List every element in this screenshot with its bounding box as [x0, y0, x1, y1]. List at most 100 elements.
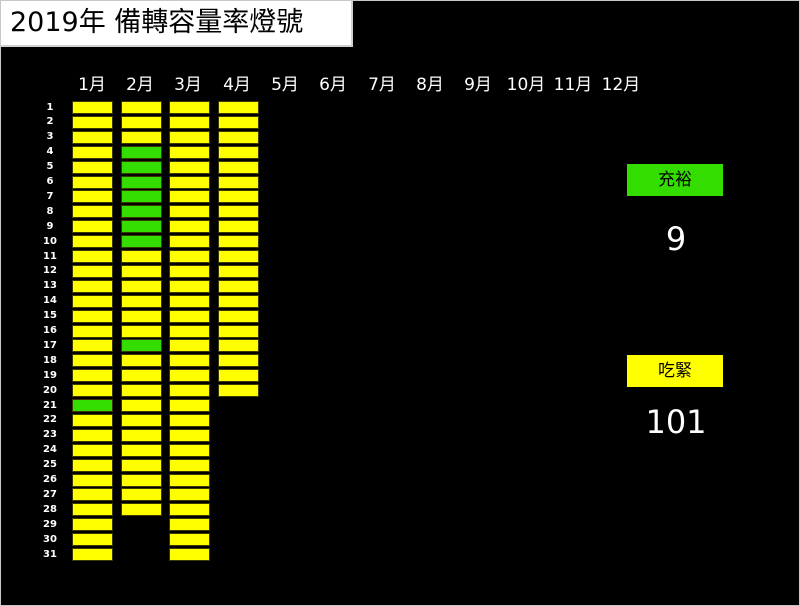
- status-cell: [169, 235, 210, 249]
- month-label: 4月: [223, 75, 251, 95]
- status-cell: [120, 175, 162, 189]
- status-cell: [217, 235, 259, 249]
- status-cell: [120, 205, 162, 219]
- status-cell: [169, 250, 210, 263]
- status-cell: [72, 428, 113, 442]
- status-cell: [169, 264, 210, 278]
- day-label: 1: [46, 101, 54, 113]
- status-cell: [72, 399, 113, 412]
- status-cell: [120, 294, 162, 308]
- status-cell: [169, 145, 210, 159]
- status-cell: [217, 264, 259, 278]
- status-cell: [120, 145, 162, 159]
- month-label: 10月: [506, 75, 546, 95]
- status-cell: [217, 160, 259, 174]
- day-label: 26: [43, 474, 57, 485]
- day-label: 20: [43, 384, 57, 396]
- status-cell: [169, 220, 210, 234]
- status-cell: [120, 503, 162, 517]
- legend-tight-label: 吃緊: [658, 361, 692, 381]
- status-cell: [72, 548, 113, 561]
- status-cell: [169, 384, 210, 398]
- day-label: 24: [43, 444, 57, 456]
- day-label: 21: [43, 399, 57, 411]
- month-label: 2月: [126, 75, 154, 95]
- month-label: 3月: [174, 75, 202, 95]
- status-cell: [72, 279, 113, 293]
- status-cell: [169, 533, 210, 547]
- status-cell: [217, 205, 259, 219]
- status-cell: [120, 443, 162, 457]
- status-cell: [169, 309, 210, 323]
- legend-sufficient-count: 9: [665, 220, 687, 258]
- status-cell: [217, 115, 259, 129]
- status-cell: [217, 145, 259, 159]
- status-cell: [217, 324, 259, 338]
- status-cell: [217, 220, 259, 234]
- status-cell: [72, 518, 113, 532]
- status-cell: [169, 205, 210, 219]
- status-cell: [120, 324, 162, 338]
- status-cell: [169, 294, 210, 308]
- status-cell: [217, 309, 259, 323]
- status-cell: [169, 339, 210, 353]
- day-label: 28: [43, 503, 57, 515]
- status-cell: [72, 369, 113, 383]
- status-cell: [217, 294, 259, 308]
- status-cell: [120, 160, 162, 174]
- status-cell: [217, 175, 259, 189]
- status-cell: [120, 488, 162, 502]
- status-cell: [120, 264, 162, 278]
- title-box: 2019年 備轉容量率燈號: [1, 1, 353, 47]
- status-cell: [72, 488, 113, 502]
- day-label: 25: [43, 459, 57, 471]
- status-cell: [120, 339, 162, 353]
- month-label: 9月: [464, 75, 492, 95]
- status-cell: [72, 458, 113, 472]
- legend-sufficient-label: 充裕: [658, 170, 692, 190]
- status-cell: [169, 548, 210, 561]
- day-label: 17: [43, 339, 57, 351]
- status-cell: [217, 384, 259, 398]
- status-cell: [72, 115, 113, 129]
- day-label: 10: [43, 235, 57, 247]
- day-label: 14: [43, 295, 57, 307]
- status-cell: [169, 503, 210, 517]
- day-label: 31: [43, 548, 57, 560]
- status-cell: [169, 488, 210, 502]
- status-cell: [217, 369, 259, 383]
- status-cell: [72, 250, 113, 263]
- status-cell: [169, 101, 210, 114]
- status-cell: [217, 354, 259, 368]
- chart-title: 2019年 備轉容量率燈號: [10, 7, 304, 38]
- status-cell: [72, 324, 113, 338]
- day-label: 15: [43, 310, 57, 322]
- status-cell: [169, 369, 210, 383]
- status-cell: [217, 339, 259, 353]
- status-cell: [72, 413, 113, 427]
- day-label: 19: [43, 369, 57, 381]
- status-cell: [72, 354, 113, 368]
- day-label: 9: [46, 220, 54, 232]
- status-cell: [217, 250, 259, 263]
- day-label: 29: [43, 518, 57, 530]
- month-label: 11月: [553, 75, 593, 95]
- status-cell: [120, 413, 162, 427]
- day-label: 5: [46, 161, 54, 173]
- status-cell: [72, 235, 113, 249]
- status-cell: [120, 399, 162, 412]
- status-cell: [72, 145, 113, 159]
- status-cell: [72, 264, 113, 278]
- status-cell: [72, 175, 113, 189]
- status-cell: [72, 503, 113, 517]
- month-label: 12月: [601, 75, 641, 95]
- status-cell: [120, 369, 162, 383]
- legend-tight-count: 101: [645, 403, 707, 441]
- day-label: 13: [43, 280, 57, 292]
- status-cell: [72, 160, 113, 174]
- legend-tight-box: 吃緊: [627, 355, 723, 387]
- status-cell: [169, 443, 210, 457]
- status-cell: [169, 518, 210, 532]
- status-cell: [169, 428, 210, 442]
